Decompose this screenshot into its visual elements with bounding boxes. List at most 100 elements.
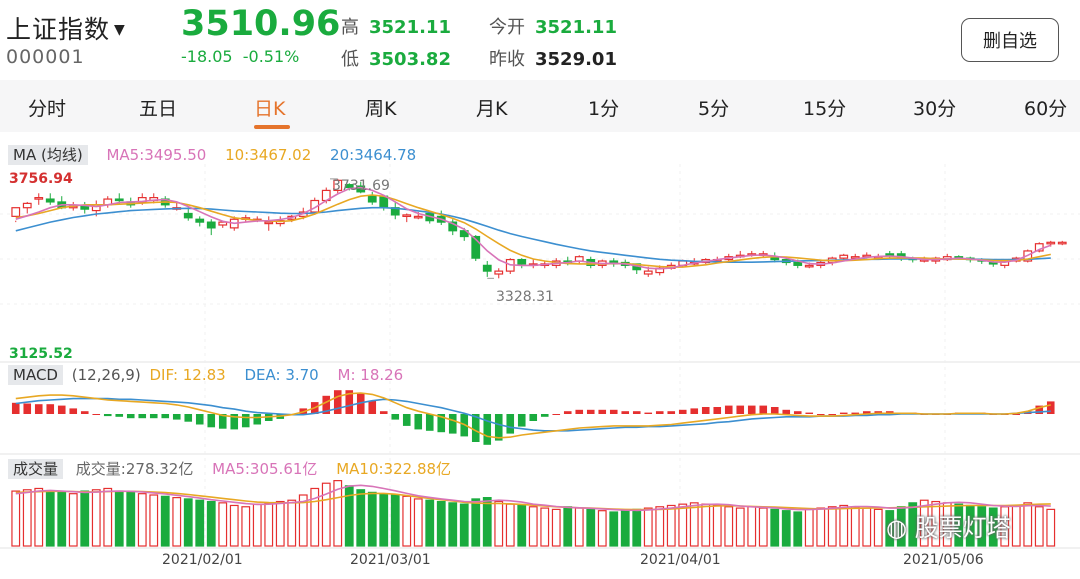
candle (1046, 241, 1056, 245)
tab-intraday[interactable]: 分时 (28, 98, 67, 120)
open-value: 3521.11 (535, 17, 617, 38)
candle (482, 264, 492, 272)
volume-bar (402, 495, 412, 547)
ma-label[interactable]: MA (均线) (8, 145, 88, 165)
tab-1min[interactable]: 1分 (588, 98, 620, 120)
volume-bar (1046, 508, 1056, 547)
volume-bar (977, 506, 987, 547)
macd-bar (828, 414, 837, 415)
macd-bar (655, 411, 664, 414)
volume-bar (793, 511, 803, 547)
tab-5min[interactable]: 5分 (698, 98, 730, 120)
macd-bar (1035, 405, 1044, 414)
macd-bar (1012, 414, 1021, 415)
candle (643, 270, 653, 275)
candle (494, 270, 504, 275)
volume-bar (1023, 502, 1033, 547)
ma5-value: MA5:3495.50 (106, 146, 207, 164)
macd-bar (816, 414, 825, 415)
macd-bar (736, 405, 745, 414)
volume-bar (678, 503, 688, 547)
chart-area[interactable]: MA (均线) MA5:3495.50 10:3467.02 20:3464.7… (0, 134, 1080, 579)
macd-bar (506, 414, 515, 434)
macd-bar (793, 411, 802, 414)
volume-bar (298, 494, 308, 547)
macd-bar (598, 409, 607, 414)
volume-bar (816, 507, 826, 547)
macd-bar (138, 414, 147, 419)
candle (448, 221, 458, 232)
volume-bar (34, 487, 44, 547)
volume-bar (149, 494, 159, 547)
macd-bar (437, 414, 446, 433)
current-price: 3510.96 (181, 4, 341, 44)
volume-bar (206, 500, 216, 547)
candle (264, 221, 274, 225)
tab-15min[interactable]: 15分 (803, 98, 847, 120)
tab-monthly-k[interactable]: 月K (476, 98, 508, 120)
price-axis-bottom: 3125.52 (9, 346, 73, 362)
active-tab-indicator (254, 125, 290, 129)
macd-bar (621, 411, 630, 414)
volume-bar (275, 500, 285, 547)
candle (793, 261, 803, 266)
macd-bar (851, 412, 860, 414)
macd-bar (448, 414, 457, 434)
volume-bar (137, 493, 147, 547)
vol-ma5-line (15, 484, 1051, 512)
macd-bar (161, 414, 170, 419)
volume-label[interactable]: 成交量 (8, 459, 64, 479)
volume-bar (758, 507, 768, 547)
volume-bar (885, 510, 895, 547)
macd-bar (391, 414, 400, 420)
macd-bar (701, 407, 710, 414)
volume-bar (551, 508, 561, 547)
volume-bar (413, 498, 423, 547)
tab-five-day[interactable]: 五日 (139, 98, 178, 120)
watermark-text: 股票灯塔 (914, 514, 1011, 542)
tab-60min[interactable]: 60分 (1024, 98, 1068, 120)
ma20-value: 20:3464.78 (330, 146, 417, 164)
volume-bar (482, 497, 492, 547)
volume-bar (666, 504, 676, 547)
tab-weekly-k[interactable]: 周K (365, 98, 397, 120)
remove-watchlist-button[interactable]: 删自选 (961, 18, 1059, 62)
volume-bar (459, 503, 469, 547)
volume-bar (367, 491, 377, 547)
volume-bar (218, 502, 228, 547)
volume-bar (517, 504, 527, 547)
volume-bar (114, 490, 124, 547)
volume-bar (643, 507, 653, 547)
macd-bar (184, 414, 193, 422)
tab-daily-k[interactable]: 日K (254, 98, 286, 120)
tab-30min[interactable]: 30分 (913, 98, 957, 120)
macd-label[interactable]: MACD (8, 365, 63, 385)
volume-bar (655, 506, 665, 547)
price-change: -18.05 -0.51% (181, 47, 299, 66)
candle (45, 198, 55, 203)
macd-bar (471, 414, 480, 442)
volume-bar (896, 506, 906, 547)
macd-bar (1046, 401, 1055, 414)
volume-bar (574, 507, 584, 547)
candle (379, 195, 389, 209)
candle (367, 195, 377, 203)
candle (1057, 241, 1067, 245)
period-tabs: 分时 五日 日K 周K 月K 1分 5分 15分 30分 60分 (0, 80, 1080, 132)
macd-bar (368, 400, 377, 414)
volume-bar (22, 489, 32, 547)
volume-bar (850, 506, 860, 547)
date-label: 2021/03/01 (350, 552, 431, 568)
min-price-marker: 3328.31 (496, 289, 554, 305)
volume-bar (241, 506, 251, 547)
volume-bar (724, 506, 734, 547)
volume-bar (873, 508, 883, 547)
index-selector[interactable]: 上证指数 ▼ (6, 10, 126, 46)
volume-bar (379, 493, 389, 547)
volume-bar (160, 495, 170, 547)
volume-bar (172, 497, 182, 547)
candle (804, 264, 814, 268)
candle (517, 258, 527, 265)
macd-bar (862, 411, 871, 414)
macd-bar (218, 414, 227, 429)
